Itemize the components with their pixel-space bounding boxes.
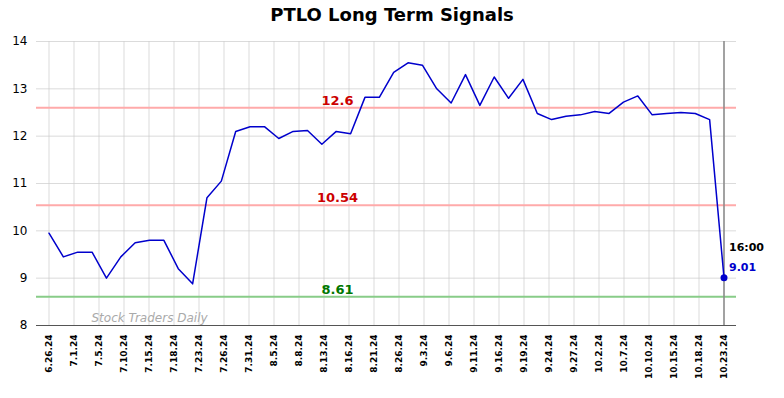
svg-text:7.1.24: 7.1.24 [69,335,79,367]
svg-text:9.01: 9.01 [729,261,756,274]
svg-text:12: 12 [12,129,27,143]
svg-text:Stock Traders Daily: Stock Traders Daily [92,311,209,325]
svg-text:10: 10 [12,224,27,238]
svg-text:7.5.24: 7.5.24 [94,335,104,367]
svg-text:8: 8 [20,318,28,332]
svg-text:6.26.24: 6.26.24 [44,335,54,373]
svg-text:8.5.24: 8.5.24 [269,335,279,367]
svg-text:8.8.24: 8.8.24 [294,335,304,367]
svg-text:14: 14 [12,34,27,48]
svg-text:9.3.24: 9.3.24 [419,335,429,367]
svg-text:9.27.24: 9.27.24 [569,335,579,373]
svg-text:8.13.24: 8.13.24 [319,335,329,373]
svg-text:10.54: 10.54 [317,190,358,205]
svg-text:10.7.24: 10.7.24 [619,335,629,373]
svg-text:7.23.24: 7.23.24 [194,335,204,373]
svg-text:7.26.24: 7.26.24 [219,335,229,373]
html-text:PTLO Long Term Signals: PTLO Long Term Signals [270,4,514,25]
svg-text:9.16.24: 9.16.24 [494,335,504,373]
svg-text:9.6.24: 9.6.24 [444,335,454,367]
svg-text:11: 11 [12,176,27,190]
svg-text:10.23.24: 10.23.24 [719,335,729,379]
svg-text:8.61: 8.61 [321,282,353,297]
svg-text:10.15.24: 10.15.24 [669,335,679,379]
svg-text:8.16.24: 8.16.24 [344,335,354,373]
svg-text:12.6: 12.6 [321,93,353,108]
svg-text:16:00: 16:00 [729,241,764,254]
svg-text:8.26.24: 8.26.24 [394,335,404,373]
svg-text:9: 9 [20,271,28,285]
svg-text:9.24.24: 9.24.24 [544,335,554,373]
svg-text:9.11.24: 9.11.24 [469,335,479,373]
svg-text:7.18.24: 7.18.24 [169,335,179,373]
svg-text:13: 13 [12,82,27,96]
svg-text:7.15.24: 7.15.24 [144,335,154,373]
svg-text:10.10.24: 10.10.24 [644,335,654,379]
svg-text:10.2.24: 10.2.24 [594,335,604,373]
svg-text:9.19.24: 9.19.24 [519,335,529,373]
svg-text:7.10.24: 7.10.24 [119,335,129,373]
svg-text:8.21.24: 8.21.24 [369,335,379,373]
svg-text:7.31.24: 7.31.24 [244,335,254,373]
svg-text:10.18.24: 10.18.24 [694,335,704,379]
